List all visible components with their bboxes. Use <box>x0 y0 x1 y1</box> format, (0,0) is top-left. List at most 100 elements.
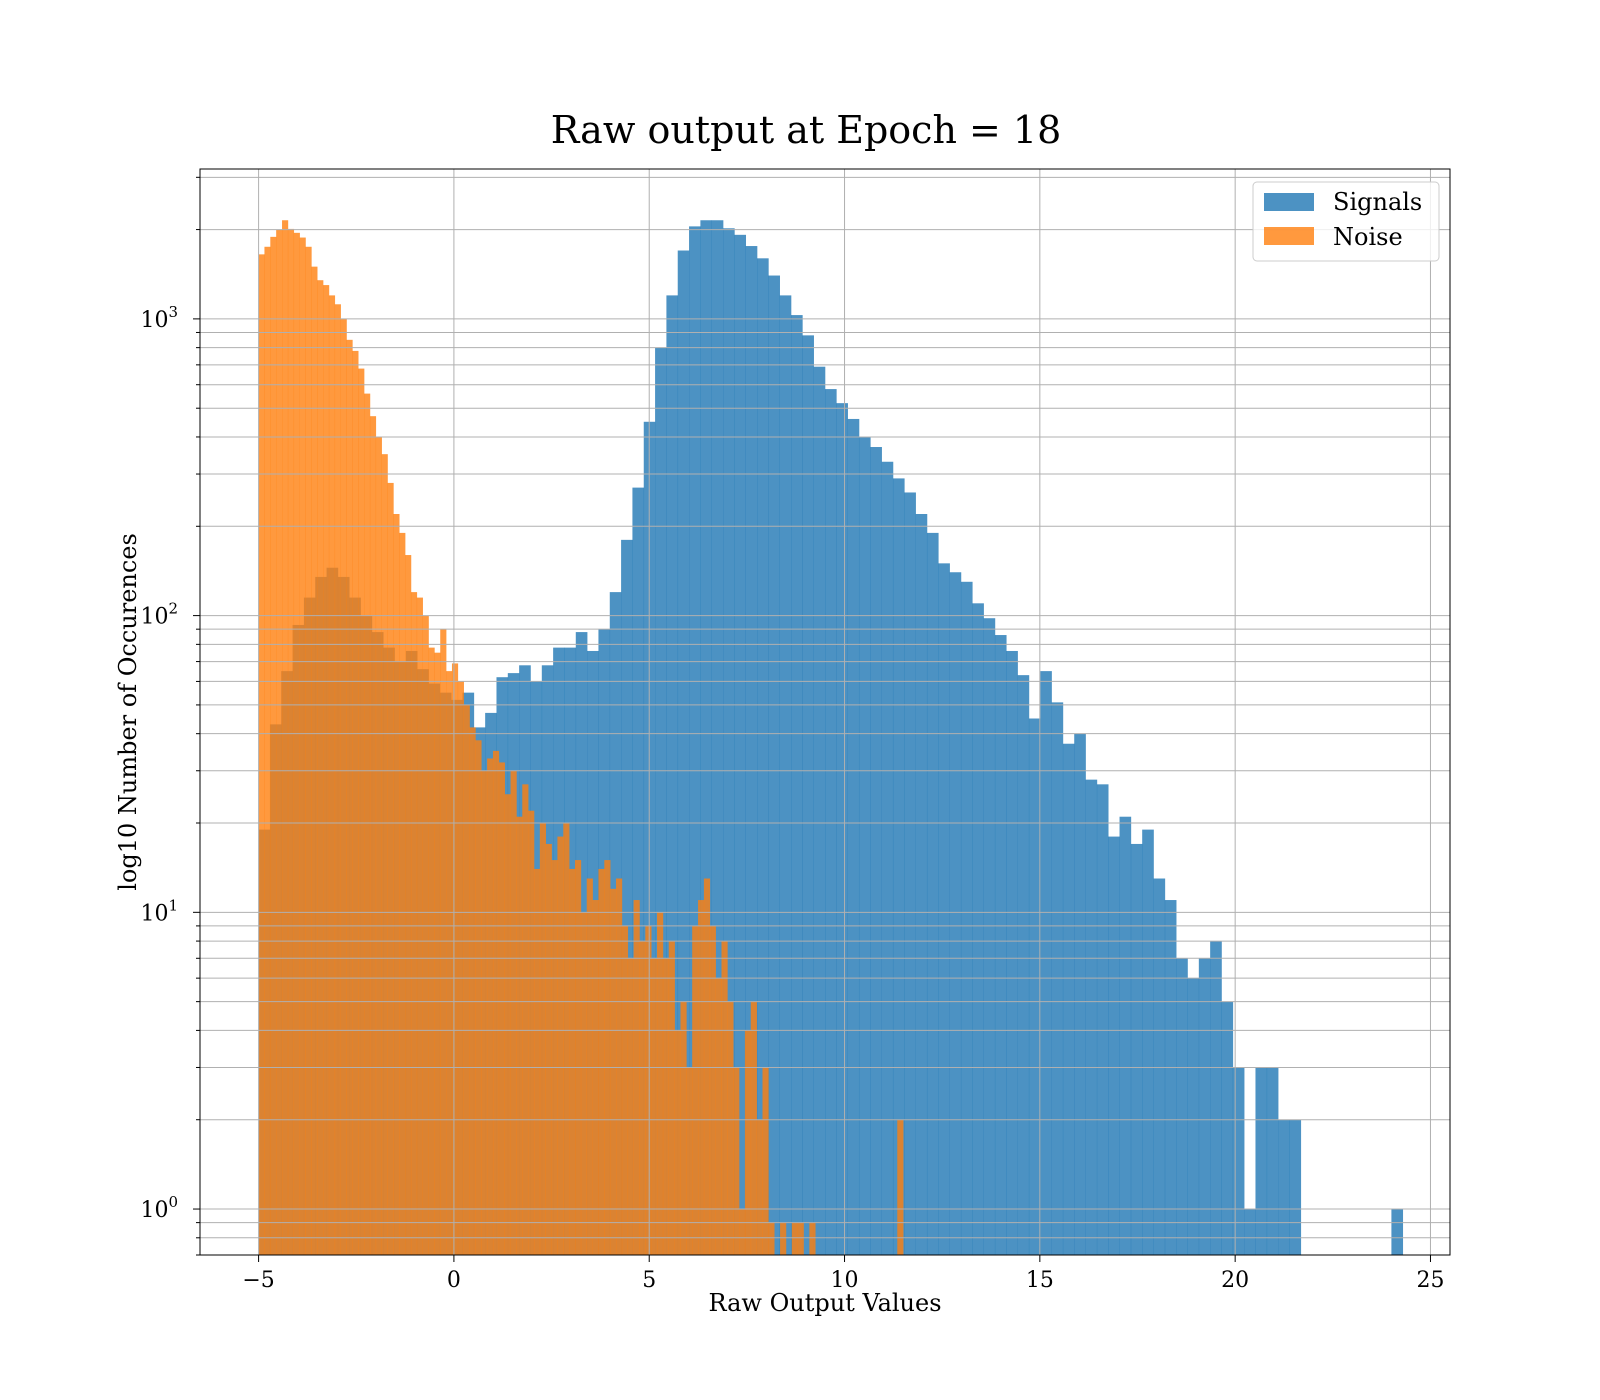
histogram-bar <box>1006 650 1018 1255</box>
histogram-bar <box>621 925 629 1255</box>
histogram-bar <box>317 280 324 1256</box>
histogram-bar <box>569 868 576 1255</box>
histogram-bar <box>375 436 382 1256</box>
histogram-bar <box>904 492 916 1256</box>
histogram-bar <box>457 681 464 1255</box>
histogram-bar <box>802 335 814 1255</box>
histogram-bar <box>621 539 633 1255</box>
histogram-bar <box>592 900 599 1255</box>
histogram-bar <box>446 671 453 1255</box>
histogram-bar <box>1085 779 1098 1255</box>
chart-title: Raw output at Epoch = 18 <box>551 108 1062 152</box>
histogram-bar <box>604 860 611 1255</box>
histogram-bar <box>340 318 347 1255</box>
histogram-bar <box>258 254 265 1256</box>
histogram-bar <box>510 770 517 1255</box>
histogram-bar <box>703 878 711 1255</box>
histogram-bar <box>791 1222 798 1255</box>
histogram-bar <box>780 1222 787 1255</box>
y-tick-label: 100 <box>140 1193 178 1223</box>
histogram-bar <box>539 823 546 1255</box>
histogram-bar <box>1221 1001 1234 1255</box>
histogram-bar <box>487 758 494 1255</box>
histogram-bar <box>1130 843 1143 1255</box>
histogram-bar <box>475 740 482 1255</box>
histogram-bar <box>381 454 388 1255</box>
histogram-bar <box>358 368 365 1256</box>
series-noise <box>258 220 904 1256</box>
histogram-bar <box>926 532 939 1255</box>
histogram-bar <box>949 572 962 1255</box>
histogram-bar <box>369 416 377 1255</box>
x-tick-label: 25 <box>1416 1268 1444 1293</box>
histogram-bar <box>1176 958 1188 1255</box>
histogram-bar <box>610 888 617 1255</box>
legend-swatch-signals <box>1264 193 1314 211</box>
histogram-bar <box>1074 733 1086 1255</box>
histogram-bar <box>809 1222 816 1255</box>
histogram-bar <box>727 1001 734 1255</box>
histogram-bar <box>1096 784 1109 1255</box>
histogram-bar <box>739 1209 746 1255</box>
histogram-bar <box>586 878 593 1255</box>
histogram-bar <box>580 912 588 1255</box>
y-tick-label: 103 <box>140 303 178 333</box>
histogram-bar <box>504 794 511 1255</box>
histogram-bar <box>711 220 724 1255</box>
histogram-bar <box>715 978 722 1255</box>
histogram-bar <box>323 285 330 1256</box>
histogram-bar <box>639 941 646 1255</box>
histogram-bar <box>563 823 570 1255</box>
histogram-bar <box>293 232 300 1255</box>
histogram-bar <box>516 816 523 1255</box>
histogram-bar <box>750 1001 757 1255</box>
histogram-bar <box>551 860 558 1255</box>
histogram-bar <box>334 304 341 1255</box>
histogram-bar <box>557 836 564 1255</box>
histogram-bar <box>733 1067 740 1255</box>
histogram-bar <box>960 581 973 1255</box>
histogram-bar <box>655 347 667 1255</box>
histogram-bar <box>575 860 582 1255</box>
histogram-bar <box>1017 675 1030 1255</box>
histogram-bar <box>768 1222 775 1255</box>
histogram-bar <box>768 275 780 1255</box>
histogram-bar <box>680 1001 687 1255</box>
histogram-bar <box>892 478 905 1255</box>
histogram-bar <box>779 295 792 1255</box>
histogram-bar <box>721 941 728 1255</box>
y-tick-label: 101 <box>140 896 178 926</box>
histogram-bar <box>632 487 645 1255</box>
histogram-bar <box>528 810 535 1255</box>
histogram-bar <box>1244 1209 1256 1255</box>
histogram-bar <box>1164 900 1177 1255</box>
histogram-bar <box>352 350 359 1255</box>
histogram-bar <box>1391 1209 1404 1255</box>
histogram-bar <box>762 1067 769 1255</box>
histogram-bar <box>657 912 664 1255</box>
histogram-bar <box>399 532 406 1255</box>
histogram-bar <box>1210 941 1222 1255</box>
histogram-bar <box>1108 836 1120 1255</box>
histogram-bar <box>870 447 882 1255</box>
x-tick-label: 15 <box>1026 1268 1054 1293</box>
histogram-bar <box>305 246 312 1255</box>
histogram-bar <box>915 514 928 1255</box>
histogram-bar <box>533 868 541 1255</box>
histogram-bar <box>1232 1067 1245 1255</box>
histogram-bar <box>689 226 701 1255</box>
y-tick-label: 102 <box>140 600 178 630</box>
histogram-bar <box>881 461 894 1255</box>
histogram-bar <box>797 1222 804 1255</box>
histogram-bar <box>276 229 283 1255</box>
histogram-bar <box>813 366 826 1255</box>
histogram-bar <box>651 958 658 1255</box>
histogram-bar <box>1142 829 1154 1255</box>
histogram-bar <box>481 770 488 1255</box>
histogram-bar <box>410 592 418 1255</box>
histogram-bar <box>422 615 429 1255</box>
legend-swatch-noise <box>1264 227 1314 245</box>
y-axis-label: log10 Number of Occurences <box>114 533 142 891</box>
histogram-bar <box>598 868 605 1255</box>
histogram-bar <box>847 418 860 1255</box>
